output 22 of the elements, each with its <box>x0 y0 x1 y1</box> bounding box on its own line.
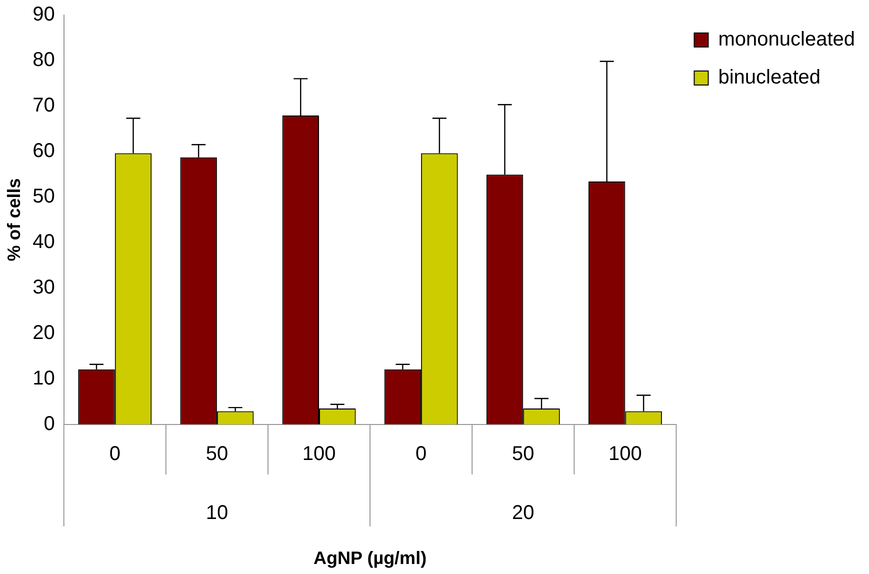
x-tick-label: 50 <box>512 442 534 465</box>
y-tick-label: 0 <box>44 412 55 435</box>
y-axis-title: % of cells <box>4 178 24 262</box>
y-tick-label: 20 <box>32 322 55 344</box>
y-tick-label: 50 <box>32 185 55 208</box>
x-tick-label: 50 <box>206 442 228 465</box>
y-tick-label: 60 <box>32 140 55 162</box>
x-tick-label: 100 <box>608 442 642 465</box>
y-tick-label: 30 <box>32 276 55 298</box>
y-tick-label: 80 <box>32 49 55 72</box>
y-tick-label: 70 <box>32 94 55 116</box>
y-tick-label: 90 <box>32 4 55 26</box>
text: 20 <box>512 502 534 524</box>
x-tick-label: 0 <box>109 442 120 465</box>
y-tick-label: 40 <box>32 230 55 253</box>
legend-label: mononucleated <box>718 28 856 51</box>
x-tick-label: 100 <box>302 442 336 465</box>
text: 10 <box>206 502 228 524</box>
y-tick-label: 10 <box>32 367 55 390</box>
legend-label: binucleated <box>718 66 821 89</box>
x-tick-label: 0 <box>416 442 427 465</box>
x-axis-title: AgNP (µg/ml) <box>314 548 427 568</box>
